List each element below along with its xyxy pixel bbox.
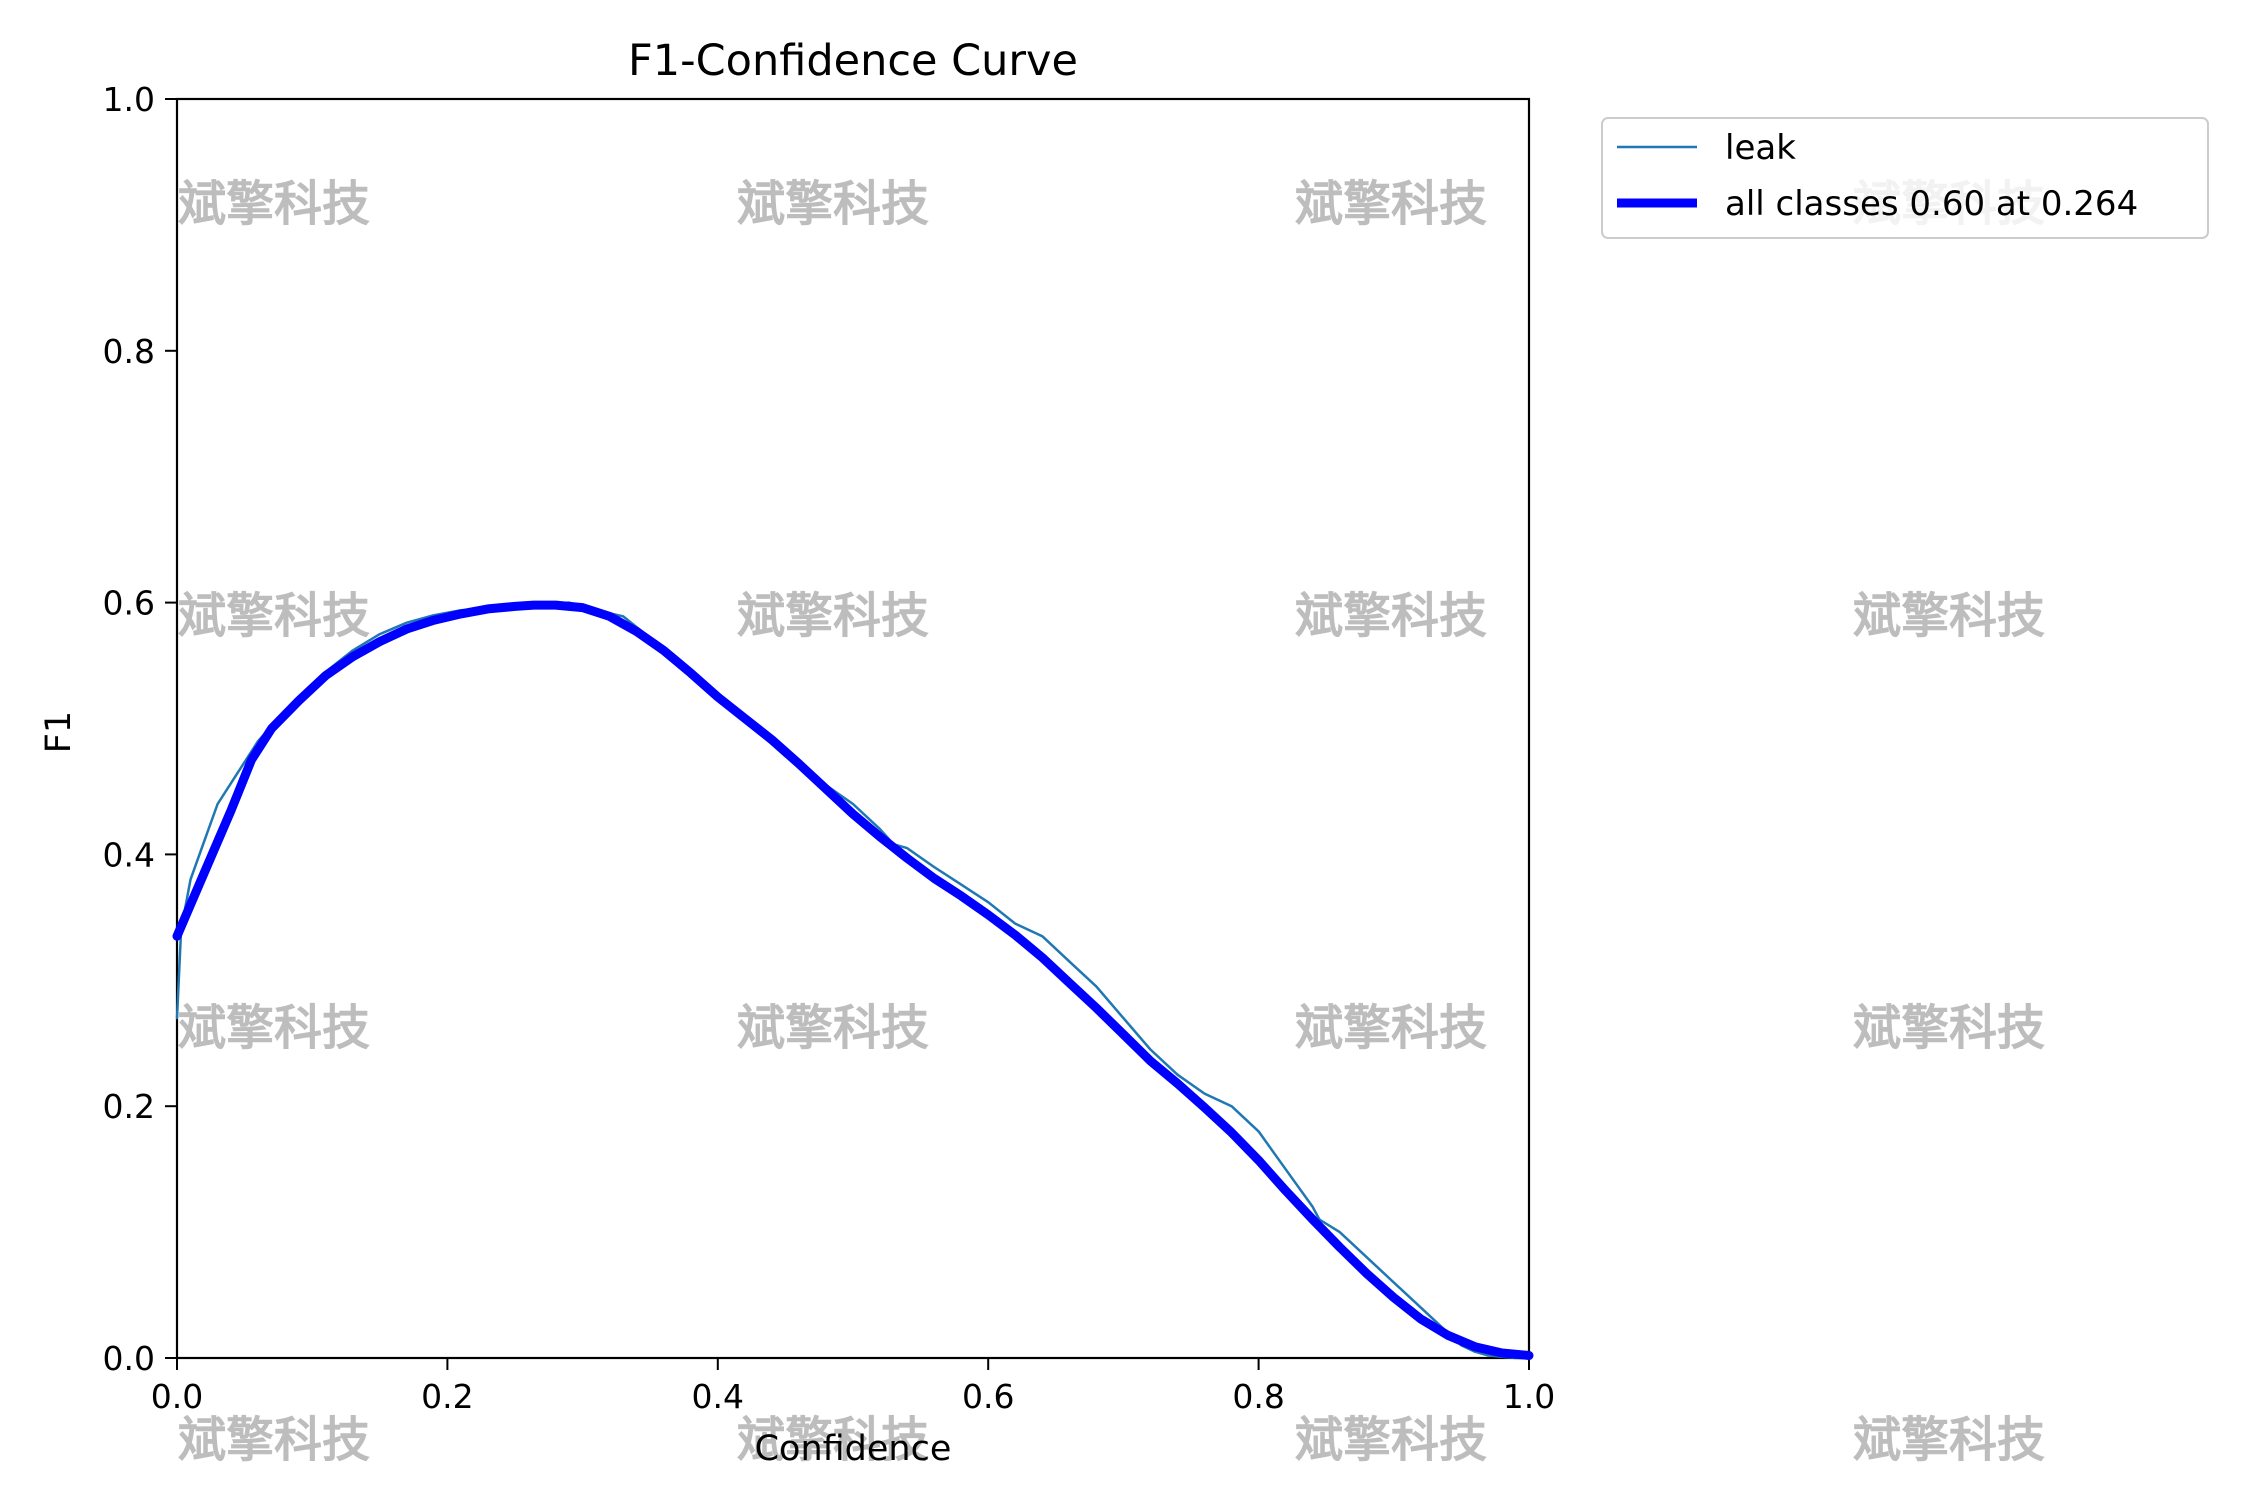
series-layer (172, 600, 1534, 1360)
y-axis-title: F1 (39, 711, 79, 753)
x-axis-title: Confidence (755, 1429, 952, 1469)
y-tick-label: 0.6 (103, 584, 155, 623)
y-tick-label: 0.2 (103, 1087, 155, 1126)
series-line-leak (175, 601, 1531, 1360)
x-axis-ticks: 0.0 0.2 0.4 0.6 0.8 1.0 (151, 1358, 1555, 1416)
plot-area-frame (175, 97, 1531, 1360)
y-tick-label: 0.4 (103, 835, 155, 874)
legend-box (1601, 117, 2209, 239)
watermark-text: 斌擎科技 (178, 1412, 370, 1468)
watermark-text: 斌擎科技 (1853, 588, 2045, 644)
watermark-text: 斌擎科技 (1295, 588, 1487, 644)
watermark-text: 斌擎科技 (1295, 176, 1487, 232)
y-axis-ticks: 0.0 0.2 0.4 0.6 0.8 1.0 (103, 80, 177, 1378)
watermark-text: 斌擎科技 (737, 1412, 929, 1468)
x-tick-label: 0.0 (151, 1377, 203, 1416)
watermark-text: 斌擎科技 (1853, 1412, 2045, 1468)
series-line-all-classes (172, 600, 1534, 1360)
watermark-text: 斌擎科技 (737, 588, 929, 644)
watermark-text: 斌擎科技 (178, 588, 370, 644)
x-tick-label: 0.2 (421, 1377, 473, 1416)
watermark-text: 斌擎科技 (1295, 1000, 1487, 1056)
y-tick-label: 0.8 (103, 332, 155, 371)
watermark-text: 斌擎科技 (1295, 1412, 1487, 1468)
x-tick-label: 1.0 (1503, 1377, 1555, 1416)
x-tick-label: 0.8 (1232, 1377, 1284, 1416)
x-tick-label: 0.4 (692, 1377, 744, 1416)
chart-title: F1-Confidence Curve (628, 36, 1078, 86)
watermark-text: 斌擎科技 (1853, 1000, 2045, 1056)
watermark-text: 斌擎科技 (737, 1000, 929, 1056)
y-tick-label: 1.0 (103, 80, 155, 119)
legend-label-leak: leak (1725, 128, 1796, 168)
watermark-text: 斌擎科技 (178, 1000, 370, 1056)
legend-label-all-classes: all classes 0.60 at 0.264 (1725, 184, 2138, 224)
watermark-text: 斌擎科技 (737, 176, 929, 232)
y-tick-label: 0.0 (103, 1339, 155, 1378)
x-tick-label: 0.6 (962, 1377, 1014, 1416)
watermark-text: 斌擎科技 (178, 176, 370, 232)
legend: leak all classes 0.60 at 0.264 (1601, 117, 2209, 239)
